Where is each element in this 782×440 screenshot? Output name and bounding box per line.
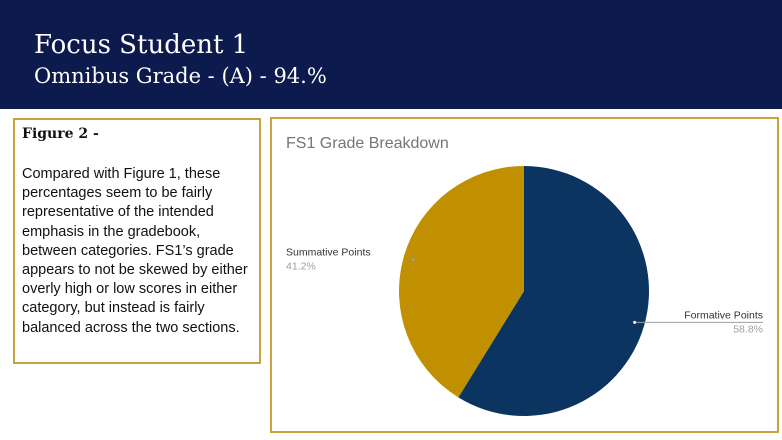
- figure-heading: Figure 2 -: [22, 126, 99, 142]
- slide-title: Focus Student 1: [34, 30, 249, 60]
- slice-value-label: 58.8%: [733, 323, 763, 335]
- figure-description-box: Figure 2 - Compared with Figure 1, these…: [13, 118, 261, 364]
- pie-chart: FS1 Grade Breakdown Formative Points 58.8…: [286, 135, 763, 416]
- pie-slice-formative-points: [458, 166, 649, 416]
- pie-slice-summative-points: [399, 166, 524, 398]
- slice-value-label: 41.2%: [286, 261, 316, 273]
- leader-dot: [411, 258, 415, 262]
- leader-dot: [633, 320, 637, 324]
- figure-description: Compared with Figure 1, these percentage…: [22, 166, 248, 336]
- slide-subtitle: Omnibus Grade - (A) - 94.%: [34, 64, 327, 88]
- header-banner: Focus Student 1 Omnibus Grade - (A) - 94…: [0, 0, 782, 109]
- chart-title: FS1 Grade Breakdown: [286, 135, 449, 152]
- slice-label: Summative Points: [286, 247, 371, 259]
- chart-container: FS1 Grade Breakdown Formative Points 58.8…: [270, 117, 779, 433]
- slice-label: Formative Points: [684, 309, 763, 321]
